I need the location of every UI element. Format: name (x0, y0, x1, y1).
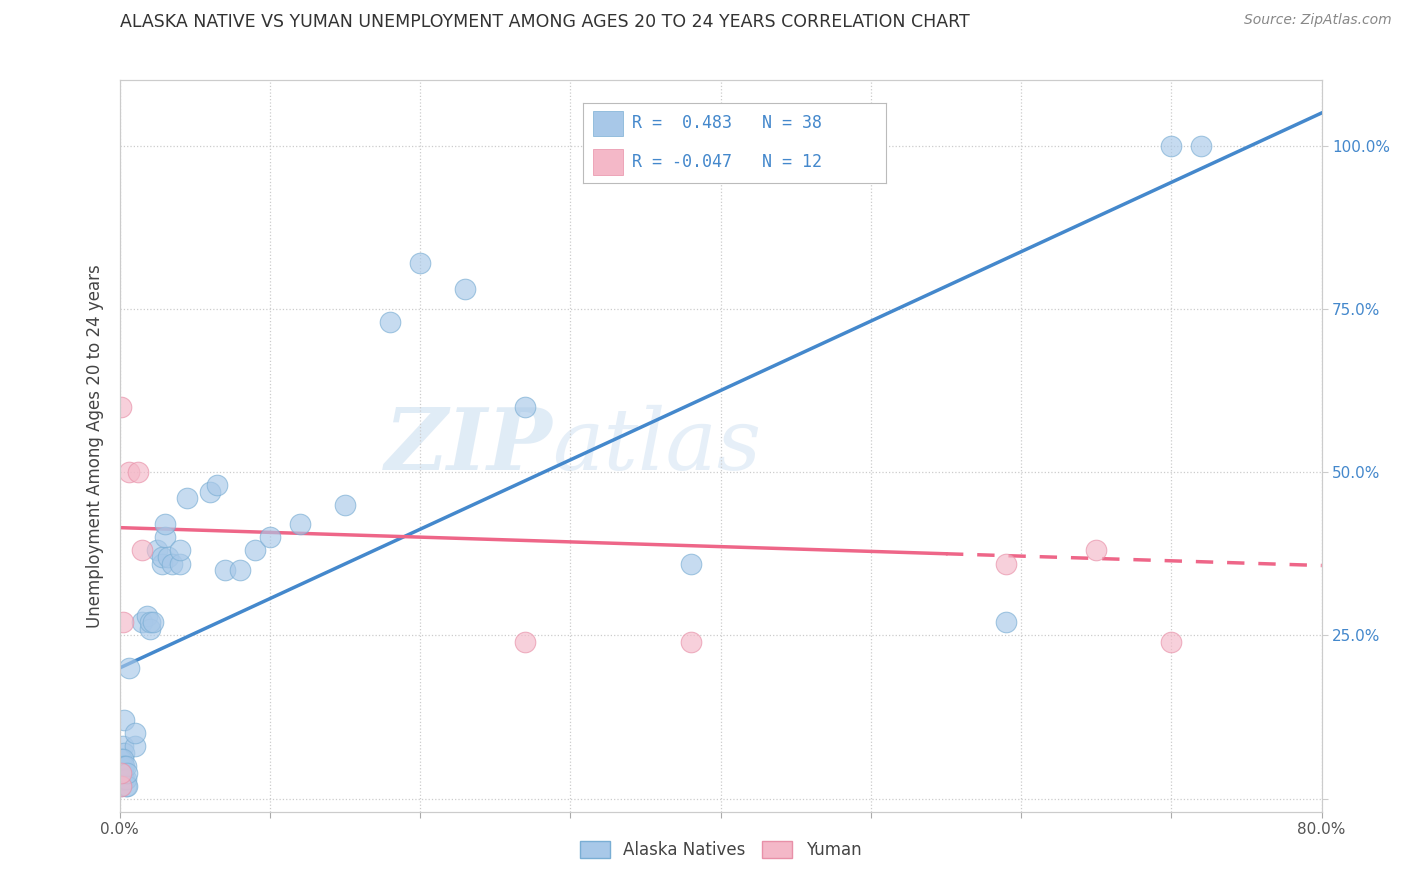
Point (409, 256, 432, 270)
Point (150, 549, 173, 564)
Point (112, 759, 135, 773)
Point (115, 779, 138, 793)
Point (111, 739, 134, 754)
Point (679, 557, 702, 571)
Point (114, 759, 136, 773)
Point (146, 543, 169, 558)
Point (259, 530, 281, 544)
Text: ZIP: ZIP (384, 404, 553, 488)
FancyBboxPatch shape (592, 111, 623, 136)
Point (124, 726, 146, 740)
Point (156, 549, 179, 564)
Point (110, 779, 132, 793)
Point (1189, 138, 1212, 153)
Point (110, 765, 132, 780)
Point (142, 615, 165, 630)
Point (176, 491, 198, 506)
Point (124, 739, 146, 754)
Point (114, 772, 136, 786)
Point (110, 765, 132, 780)
Y-axis label: Unemployment Among Ages 20 to 24 years: Unemployment Among Ages 20 to 24 years (86, 264, 104, 628)
Point (153, 530, 176, 544)
Point (135, 608, 157, 623)
Point (110, 752, 132, 766)
Point (138, 622, 160, 636)
Point (131, 543, 153, 558)
Point (333, 498, 356, 512)
Point (995, 557, 1018, 571)
Point (198, 484, 221, 499)
Point (127, 465, 149, 479)
Point (112, 746, 135, 760)
Point (378, 315, 401, 329)
Point (112, 772, 135, 786)
Point (1160, 138, 1182, 153)
Point (243, 543, 266, 558)
Point (153, 517, 176, 532)
Point (112, 714, 135, 728)
Point (111, 765, 134, 780)
Point (110, 759, 132, 773)
Point (111, 752, 134, 766)
Legend: Alaska Natives, Yuman: Alaska Natives, Yuman (574, 834, 868, 865)
Point (110, 400, 132, 414)
Point (169, 543, 191, 558)
Point (205, 478, 228, 492)
Point (117, 661, 139, 675)
Point (228, 563, 252, 577)
Point (131, 615, 153, 630)
Point (515, 400, 537, 414)
Point (111, 759, 134, 773)
Point (160, 557, 183, 571)
Point (454, 282, 477, 296)
Point (115, 765, 138, 780)
Point (679, 635, 702, 649)
Point (169, 557, 191, 571)
FancyBboxPatch shape (592, 149, 623, 175)
Point (1160, 635, 1182, 649)
Text: Source: ZipAtlas.com: Source: ZipAtlas.com (1244, 13, 1392, 28)
Point (288, 517, 311, 532)
Point (110, 772, 132, 786)
Text: ALASKA NATIVE VS YUMAN UNEMPLOYMENT AMONG AGES 20 TO 24 YEARS CORRELATION CHART: ALASKA NATIVE VS YUMAN UNEMPLOYMENT AMON… (120, 13, 969, 31)
Text: R = -0.047   N = 12: R = -0.047 N = 12 (631, 153, 823, 171)
Point (117, 465, 139, 479)
Point (995, 615, 1018, 630)
Point (1085, 543, 1108, 558)
Point (111, 615, 134, 630)
Point (150, 557, 173, 571)
Point (515, 635, 537, 649)
Point (110, 779, 132, 793)
Text: R =  0.483   N = 38: R = 0.483 N = 38 (631, 114, 823, 132)
Point (111, 772, 134, 786)
Point (214, 563, 236, 577)
Point (138, 615, 160, 630)
Text: atlas: atlas (553, 405, 762, 487)
Point (114, 779, 136, 793)
